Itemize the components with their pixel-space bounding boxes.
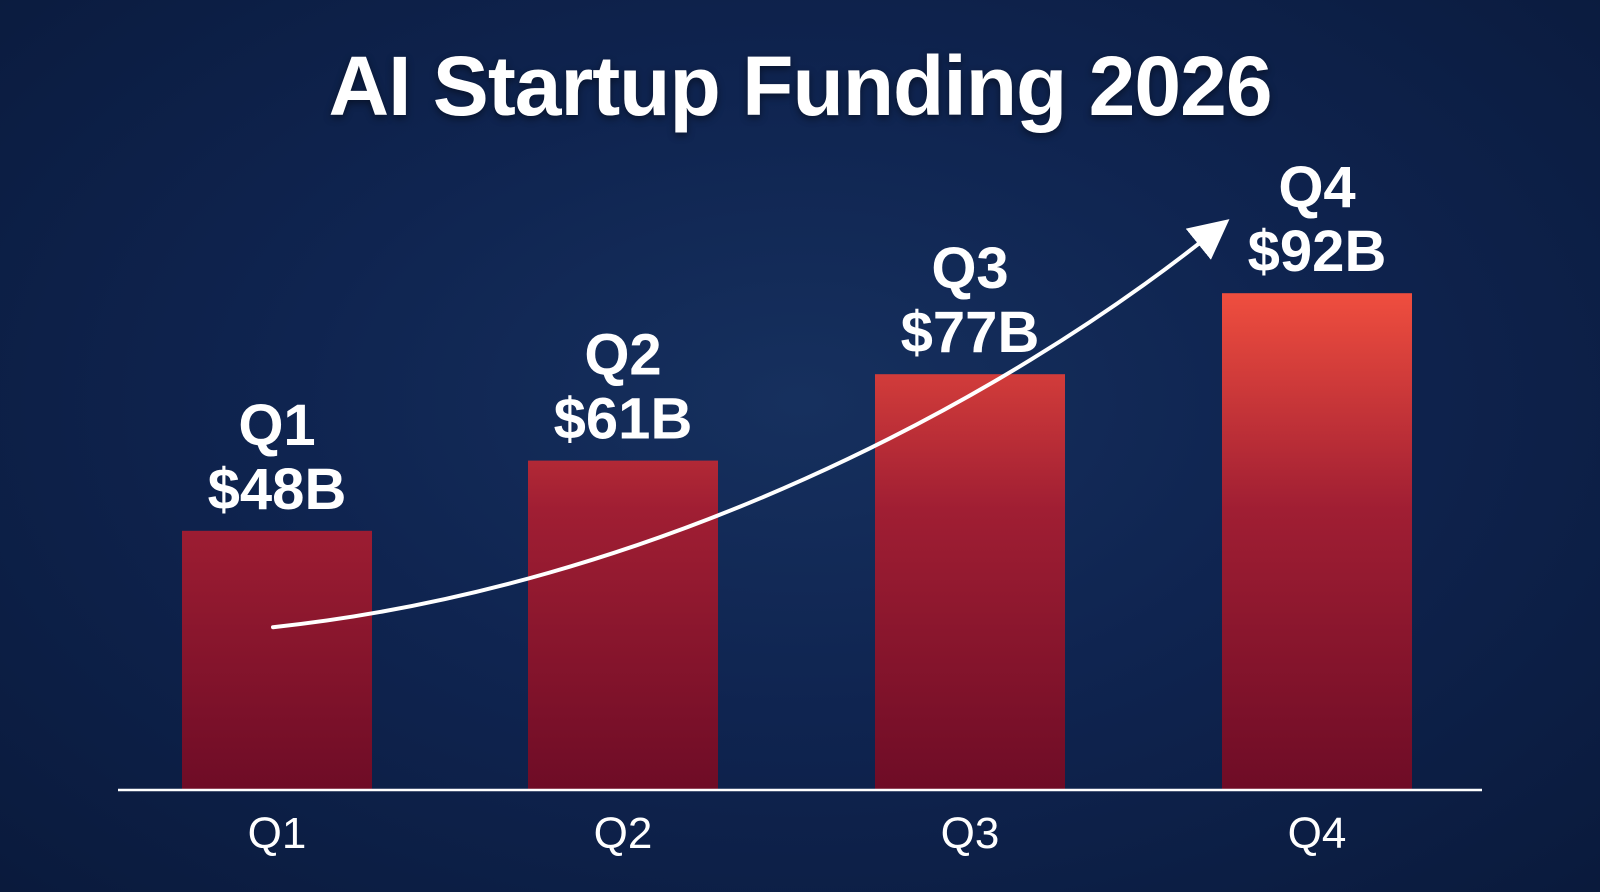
bar-value-label-q3: $77B — [901, 300, 1040, 365]
x-tick-label-q4: Q4 — [1288, 809, 1347, 858]
bar-value-label-q1: $48B — [208, 457, 347, 522]
bar-q1 — [182, 530, 372, 790]
bar-quarter-label-q4: Q4 — [1278, 155, 1355, 220]
x-tick-label-q3: Q3 — [941, 809, 1000, 858]
bar-quarter-label-q2: Q2 — [584, 323, 661, 388]
bar-q4 — [1222, 293, 1412, 790]
x-axis-ticks: Q1 Q2 Q3 Q4 — [248, 809, 1347, 858]
bar-value-label-q2: $61B — [554, 387, 693, 452]
bar-quarter-label-q1: Q1 — [238, 393, 315, 458]
bar-value-label-q4: $92B — [1248, 219, 1387, 284]
bars-layer — [182, 293, 1412, 790]
bar-q3 — [875, 374, 1065, 790]
trend-arrow — [271, 219, 1230, 630]
bar-quarter-label-q3: Q3 — [931, 236, 1008, 301]
x-tick-label-q1: Q1 — [248, 809, 307, 858]
x-tick-label-q2: Q2 — [594, 809, 653, 858]
labels-layer: Q1$48B Q2$61B Q3$77B Q4$92B — [208, 155, 1387, 522]
bar-q2 — [528, 460, 718, 790]
chart-title: AI Startup Funding 2026 — [328, 39, 1272, 133]
